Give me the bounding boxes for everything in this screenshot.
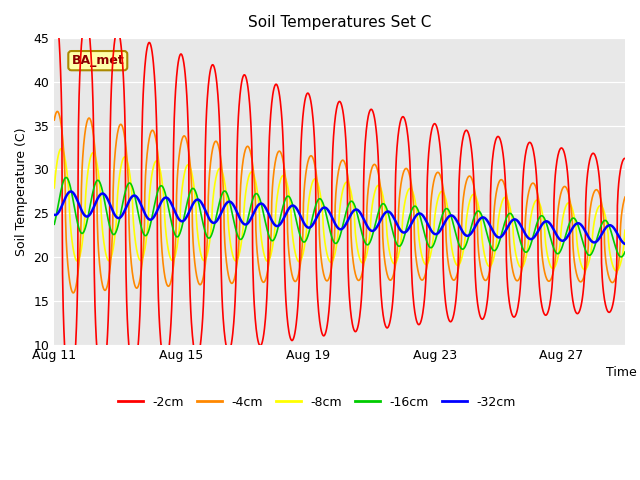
Y-axis label: Soil Temperature (C): Soil Temperature (C): [15, 127, 28, 255]
Title: Soil Temperatures Set C: Soil Temperatures Set C: [248, 15, 431, 30]
X-axis label: Time: Time: [605, 366, 636, 379]
Legend: -2cm, -4cm, -8cm, -16cm, -32cm: -2cm, -4cm, -8cm, -16cm, -32cm: [113, 391, 521, 414]
Text: BA_met: BA_met: [72, 54, 124, 67]
